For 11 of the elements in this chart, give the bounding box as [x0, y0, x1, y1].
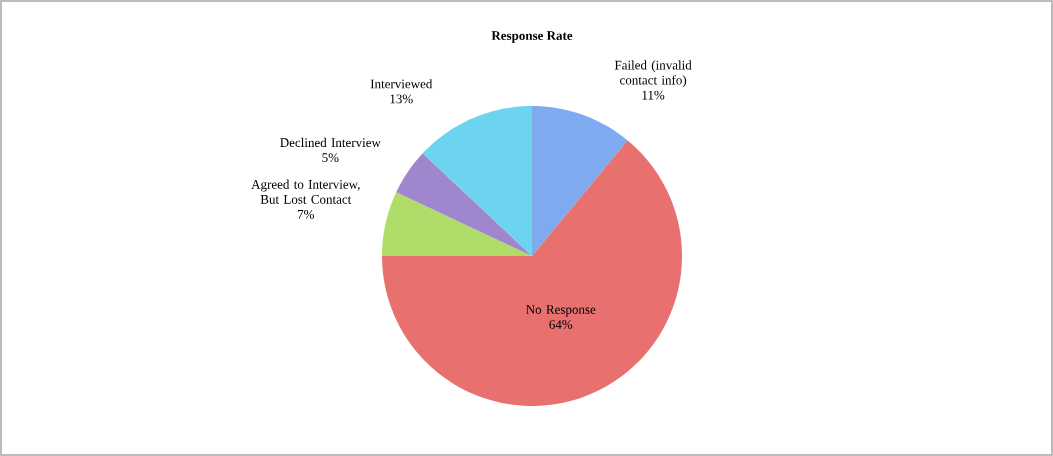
data-label: 5%	[322, 153, 339, 163]
data-label: 11%	[642, 90, 665, 100]
data-label: 64%	[549, 320, 573, 329]
slice-label: Declined Interview	[280, 137, 381, 148]
data-label: 7%	[297, 209, 314, 219]
chart-title: Response Rate	[491, 31, 573, 43]
slice-label: Agreed to Interview, But Lost Contact	[251, 179, 360, 204]
data-label: 13%	[390, 94, 413, 104]
slice-label: Failed (invalid contact info)	[614, 60, 692, 88]
slice-label: Interviewed	[370, 79, 433, 89]
slice-label: No Response	[526, 305, 596, 317]
